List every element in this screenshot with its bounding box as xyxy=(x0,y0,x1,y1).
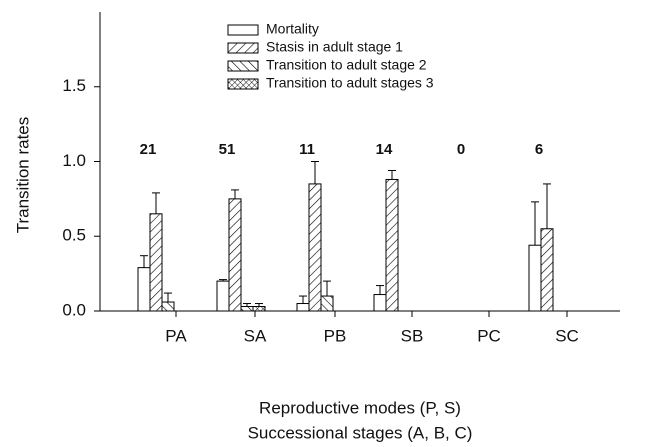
legend-swatch xyxy=(227,42,259,54)
error-bar xyxy=(323,280,331,297)
x-tick-label: PA xyxy=(165,326,187,345)
legend-label: Mortality xyxy=(266,21,319,37)
bar xyxy=(149,213,163,312)
sample-size: 14 xyxy=(376,141,393,158)
bar xyxy=(228,198,242,312)
x-tick-label: SA xyxy=(244,326,267,345)
error-bar xyxy=(164,292,172,303)
x-axis-label: Successional stages (A, B, C) xyxy=(248,423,473,442)
sample-size: 21 xyxy=(140,141,157,158)
error-bar xyxy=(388,169,396,180)
error-bar xyxy=(140,255,148,268)
bar xyxy=(528,244,542,312)
error-bar xyxy=(376,285,384,295)
error-bar xyxy=(531,201,539,246)
legend-label: Transition to adult stages 3 xyxy=(266,75,434,91)
legend-label: Stasis in adult stage 1 xyxy=(266,39,403,55)
y-tick-label: 0.0 xyxy=(62,300,86,319)
legend-label: Transition to adult stage 2 xyxy=(266,57,427,73)
bar xyxy=(385,178,399,312)
sample-size: 11 xyxy=(299,141,315,158)
x-tick-label: SC xyxy=(555,326,579,345)
bar xyxy=(373,294,387,312)
error-bar xyxy=(219,279,227,282)
bar xyxy=(137,267,151,312)
bar xyxy=(308,183,322,312)
sample-size: 51 xyxy=(219,141,236,158)
bar xyxy=(320,295,334,312)
bar xyxy=(252,306,266,312)
legend-swatch xyxy=(227,24,259,36)
error-bar xyxy=(299,295,307,304)
legend-swatch xyxy=(227,60,259,72)
error-bar xyxy=(231,189,239,199)
error-bar xyxy=(243,303,251,307)
sample-size: 6 xyxy=(535,141,543,158)
error-bar xyxy=(152,192,160,214)
y-tick-label: 1.0 xyxy=(62,151,86,170)
error-bar xyxy=(543,183,551,229)
y-tick-label: 0.5 xyxy=(62,226,86,245)
x-axis-label: Reproductive modes (P, S) xyxy=(259,398,461,417)
y-axis-label: Transition rates xyxy=(13,117,32,234)
x-tick-label: PB xyxy=(324,326,347,345)
y-tick-label: 1.5 xyxy=(62,76,86,95)
error-bar xyxy=(311,161,319,184)
bar xyxy=(240,306,254,312)
legend-swatch xyxy=(227,78,259,90)
error-bar xyxy=(255,303,263,307)
bar xyxy=(161,301,175,312)
x-tick-label: PC xyxy=(477,326,501,345)
bar xyxy=(296,303,310,312)
bar xyxy=(540,228,554,312)
bar xyxy=(216,280,230,312)
sample-size: 0 xyxy=(457,141,465,158)
x-tick-label: SB xyxy=(401,326,424,345)
